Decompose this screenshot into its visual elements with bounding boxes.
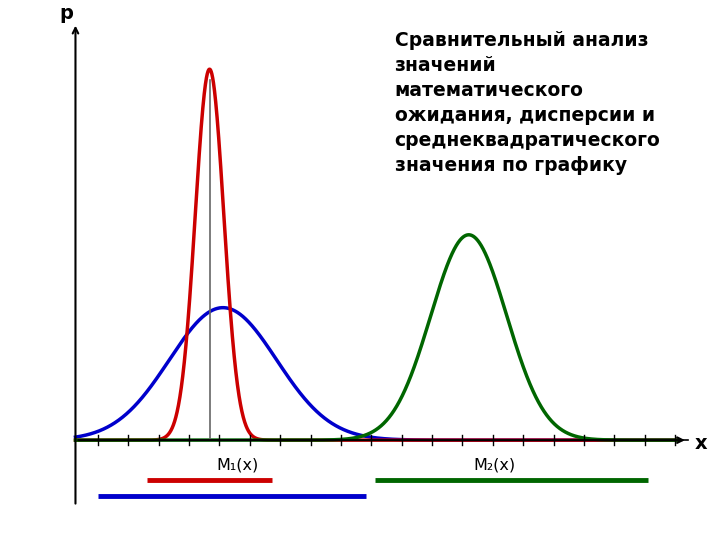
Text: M₂(x): M₂(x) — [473, 457, 516, 472]
Text: Сравнительный анализ
значений
математического
ожидания, дисперсии и
среднеквадра: Сравнительный анализ значений математиче… — [395, 31, 660, 175]
Text: p: p — [60, 4, 73, 23]
Text: x: x — [694, 434, 707, 454]
Text: M₁(x): M₁(x) — [216, 457, 258, 472]
